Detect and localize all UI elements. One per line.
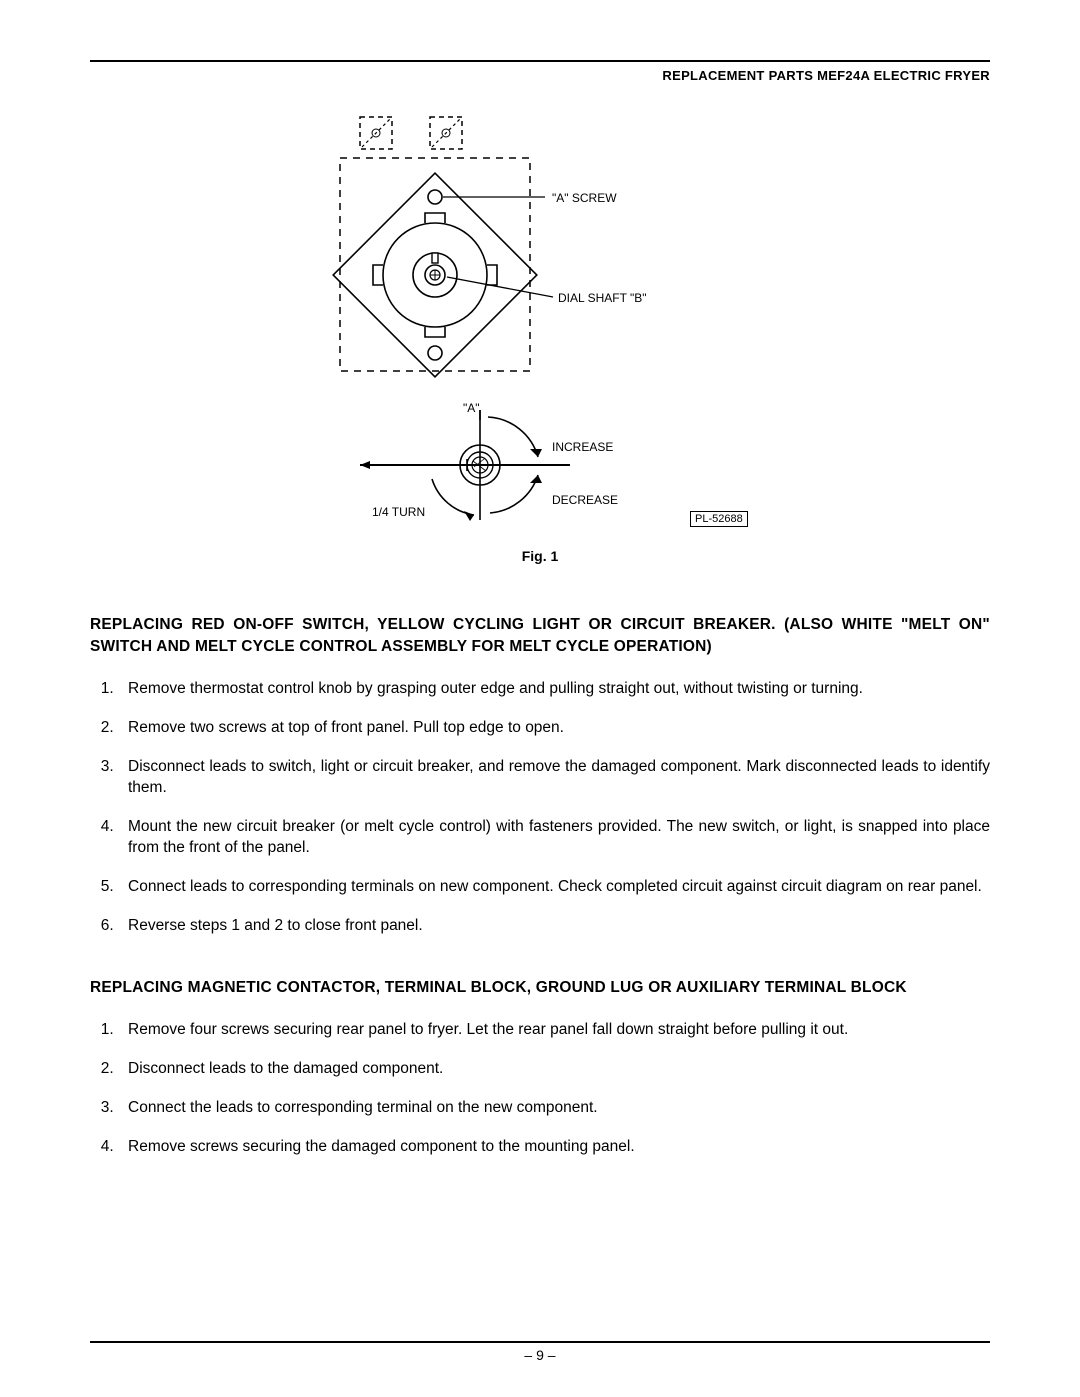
section1-heading: REPLACING RED ON-OFF SWITCH, YELLOW CYCL…	[90, 614, 990, 657]
section2-heading: REPLACING MAGNETIC CONTACTOR, TERMINAL B…	[90, 977, 990, 999]
list-item: Disconnect leads to switch, light or cir…	[118, 757, 990, 799]
list-item: Remove four screws securing rear panel t…	[118, 1020, 990, 1041]
list-item: Remove two screws at top of front panel.…	[118, 718, 990, 739]
label-dial-shaft: DIAL SHAFT "B"	[558, 291, 647, 305]
list-item: Connect the leads to corresponding termi…	[118, 1098, 990, 1119]
list-item: Connect leads to corresponding terminals…	[118, 877, 990, 898]
list-item: Remove thermostat control knob by graspi…	[118, 679, 990, 700]
list-item: Disconnect leads to the damaged componen…	[118, 1059, 990, 1080]
page-number: – 9 –	[90, 1347, 990, 1363]
label-increase: INCREASE	[552, 440, 613, 454]
section2-steps: Remove four screws securing rear panel t…	[90, 1020, 990, 1158]
header-rule	[90, 60, 990, 62]
label-quarter-turn: 1/4 TURN	[372, 505, 425, 519]
list-item: Reverse steps 1 and 2 to close front pan…	[118, 916, 990, 937]
label-decrease: DECREASE	[552, 493, 618, 507]
label-a: "A"	[463, 401, 480, 415]
list-item: Mount the new circuit breaker (or melt c…	[118, 817, 990, 859]
figure-caption: Fig. 1	[90, 548, 990, 564]
figure-1: "A" SCREW DIAL SHAFT "B" "A" INCREASE DE…	[280, 105, 800, 530]
list-item: Remove screws securing the damaged compo…	[118, 1137, 990, 1158]
label-a-screw: "A" SCREW	[552, 191, 617, 205]
section1-steps: Remove thermostat control knob by graspi…	[90, 679, 990, 936]
footer-rule	[90, 1341, 990, 1343]
pl-code-box: PL-52688	[690, 511, 748, 527]
header-text: REPLACEMENT PARTS MEF24A ELECTRIC FRYER	[90, 68, 990, 83]
diagram-svg	[280, 105, 800, 530]
